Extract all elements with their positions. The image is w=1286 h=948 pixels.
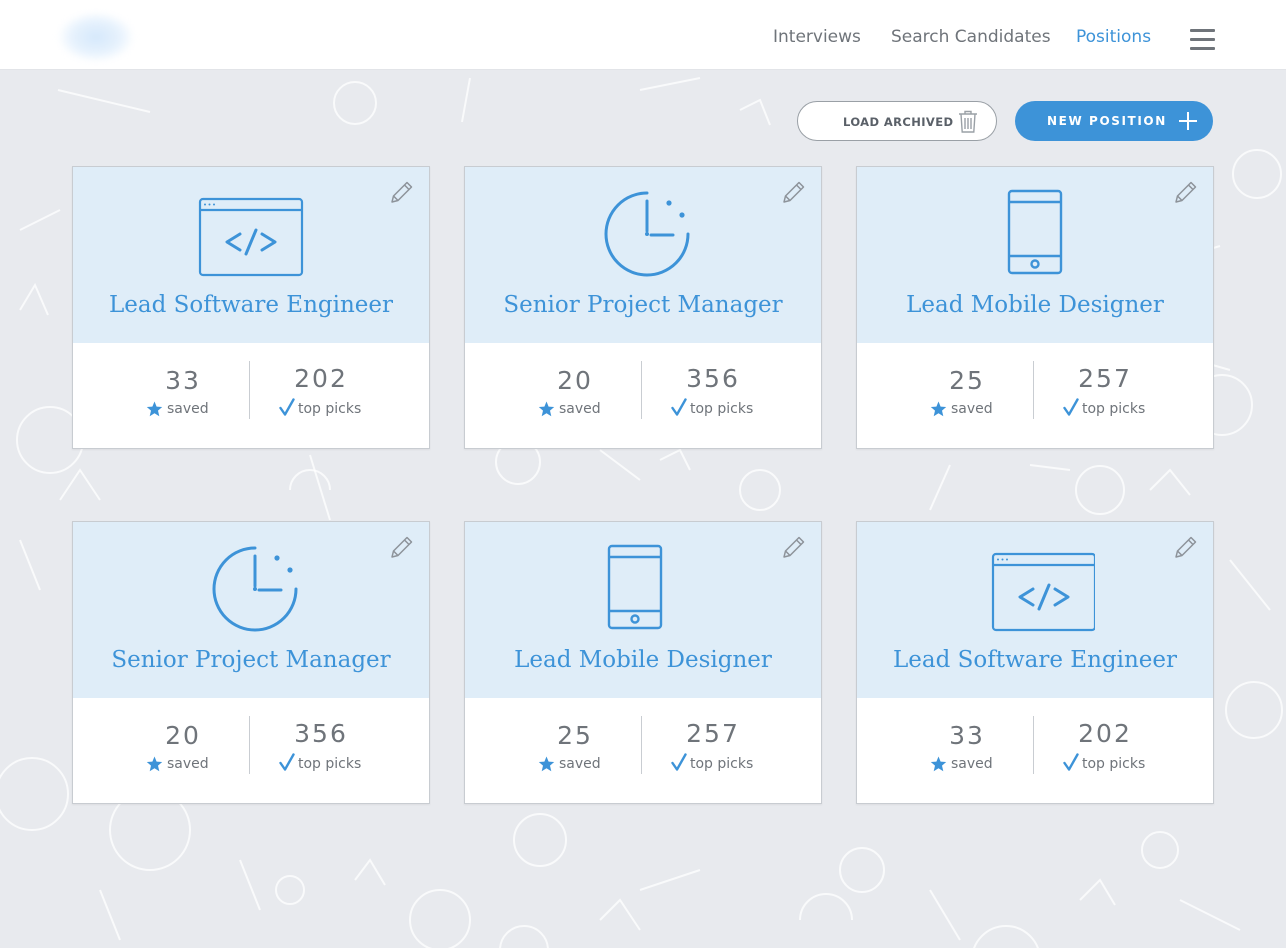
pencil-edit-icon[interactable] bbox=[780, 535, 806, 561]
top-picks-count: 257 bbox=[1078, 364, 1132, 393]
mobile-device-icon bbox=[607, 544, 663, 630]
star-icon bbox=[930, 401, 947, 417]
load-archived-label: LOAD ARCHIVED bbox=[843, 115, 954, 129]
mobile-device-icon bbox=[1007, 189, 1063, 275]
pencil-edit-icon[interactable] bbox=[780, 180, 806, 206]
card-header: Senior Project Manager bbox=[73, 522, 429, 698]
stats-divider bbox=[641, 361, 642, 419]
hamburger-menu-icon[interactable] bbox=[1190, 29, 1215, 50]
top-picks-label: top picks bbox=[690, 401, 754, 417]
saved-count: 33 bbox=[949, 721, 985, 750]
code-window-icon bbox=[198, 197, 304, 277]
saved-label: saved bbox=[951, 401, 993, 417]
card-stats: 33 saved 202 top picks bbox=[73, 343, 429, 448]
clock-chart-icon bbox=[604, 191, 690, 277]
saved-count: 20 bbox=[557, 366, 593, 395]
star-icon bbox=[146, 756, 163, 772]
position-card[interactable]: Senior Project Manager 20 saved 356 top … bbox=[464, 166, 822, 449]
new-position-label: NEW POSITION bbox=[1047, 114, 1167, 128]
top-picks-count: 356 bbox=[686, 364, 740, 393]
pencil-edit-icon[interactable] bbox=[1172, 180, 1198, 206]
position-card[interactable]: Lead Mobile Designer 25 saved 257 top pi… bbox=[464, 521, 822, 804]
top-picks-count: 257 bbox=[686, 719, 740, 748]
pencil-edit-icon[interactable] bbox=[388, 535, 414, 561]
position-title[interactable]: Senior Project Manager bbox=[111, 647, 391, 673]
stats-divider bbox=[249, 361, 250, 419]
top-picks-count: 202 bbox=[294, 364, 348, 393]
logo[interactable] bbox=[58, 12, 134, 62]
saved-label: saved bbox=[559, 401, 601, 417]
top-picks-count: 202 bbox=[1078, 719, 1132, 748]
checkmark-icon bbox=[671, 398, 687, 416]
star-icon bbox=[930, 756, 947, 772]
position-title[interactable]: Lead Software Engineer bbox=[108, 292, 394, 318]
top-picks-label: top picks bbox=[1082, 756, 1146, 772]
card-stats: 20 saved 356 top picks bbox=[73, 698, 429, 803]
card-header: Lead Mobile Designer bbox=[857, 167, 1213, 343]
code-window-icon bbox=[991, 552, 1095, 632]
stats-divider bbox=[1033, 716, 1034, 774]
top-picks-label: top picks bbox=[1082, 401, 1146, 417]
saved-count: 25 bbox=[557, 721, 593, 750]
new-position-button[interactable]: NEW POSITION bbox=[1015, 101, 1213, 141]
stats-divider bbox=[1033, 361, 1034, 419]
saved-count: 25 bbox=[949, 366, 985, 395]
plus-icon bbox=[1179, 112, 1197, 130]
card-stats: 20 saved 356 top picks bbox=[465, 343, 821, 448]
saved-label: saved bbox=[167, 401, 209, 417]
nav-positions[interactable]: Positions bbox=[1076, 27, 1152, 47]
card-stats: 25 saved 257 top picks bbox=[465, 698, 821, 803]
checkmark-icon bbox=[1063, 398, 1079, 416]
position-card[interactable]: Lead Software Engineer 33 saved 202 top … bbox=[72, 166, 430, 449]
position-card[interactable]: Senior Project Manager 20 saved 356 top … bbox=[72, 521, 430, 804]
top-picks-label: top picks bbox=[298, 756, 362, 772]
card-header: Lead Mobile Designer bbox=[465, 522, 821, 698]
pencil-edit-icon[interactable] bbox=[388, 180, 414, 206]
nav-search-candidates[interactable]: Search Candidates bbox=[891, 27, 1051, 47]
position-title[interactable]: Lead Mobile Designer bbox=[514, 647, 772, 673]
stats-divider bbox=[249, 716, 250, 774]
checkmark-icon bbox=[1063, 753, 1079, 771]
position-title[interactable]: Lead Mobile Designer bbox=[906, 292, 1164, 318]
stats-divider bbox=[641, 716, 642, 774]
star-icon bbox=[146, 401, 163, 417]
position-title[interactable]: Lead Software Engineer bbox=[892, 647, 1178, 673]
position-title[interactable]: Senior Project Manager bbox=[503, 292, 783, 318]
top-picks-label: top picks bbox=[298, 401, 362, 417]
top-header: Interviews Search Candidates Positions bbox=[0, 0, 1286, 70]
nav-interviews[interactable]: Interviews bbox=[773, 27, 861, 47]
card-header: Senior Project Manager bbox=[465, 167, 821, 343]
checkmark-icon bbox=[279, 753, 295, 771]
card-header: Lead Software Engineer bbox=[857, 522, 1213, 698]
trash-icon bbox=[959, 110, 977, 133]
top-picks-label: top picks bbox=[690, 756, 754, 772]
star-icon bbox=[538, 401, 555, 417]
position-card[interactable]: Lead Mobile Designer 25 saved 257 top pi… bbox=[856, 166, 1214, 449]
saved-count: 20 bbox=[165, 721, 201, 750]
top-picks-count: 356 bbox=[294, 719, 348, 748]
saved-count: 33 bbox=[165, 366, 201, 395]
card-header: Lead Software Engineer bbox=[73, 167, 429, 343]
saved-label: saved bbox=[559, 756, 601, 772]
card-stats: 25 saved 257 top picks bbox=[857, 343, 1213, 448]
clock-chart-icon bbox=[212, 546, 298, 632]
pencil-edit-icon[interactable] bbox=[1172, 535, 1198, 561]
checkmark-icon bbox=[671, 753, 687, 771]
saved-label: saved bbox=[167, 756, 209, 772]
saved-label: saved bbox=[951, 756, 993, 772]
card-stats: 33 saved 202 top picks bbox=[857, 698, 1213, 803]
load-archived-button[interactable]: LOAD ARCHIVED bbox=[797, 101, 997, 141]
checkmark-icon bbox=[279, 398, 295, 416]
position-card[interactable]: Lead Software Engineer 33 saved 202 top … bbox=[856, 521, 1214, 804]
star-icon bbox=[538, 756, 555, 772]
